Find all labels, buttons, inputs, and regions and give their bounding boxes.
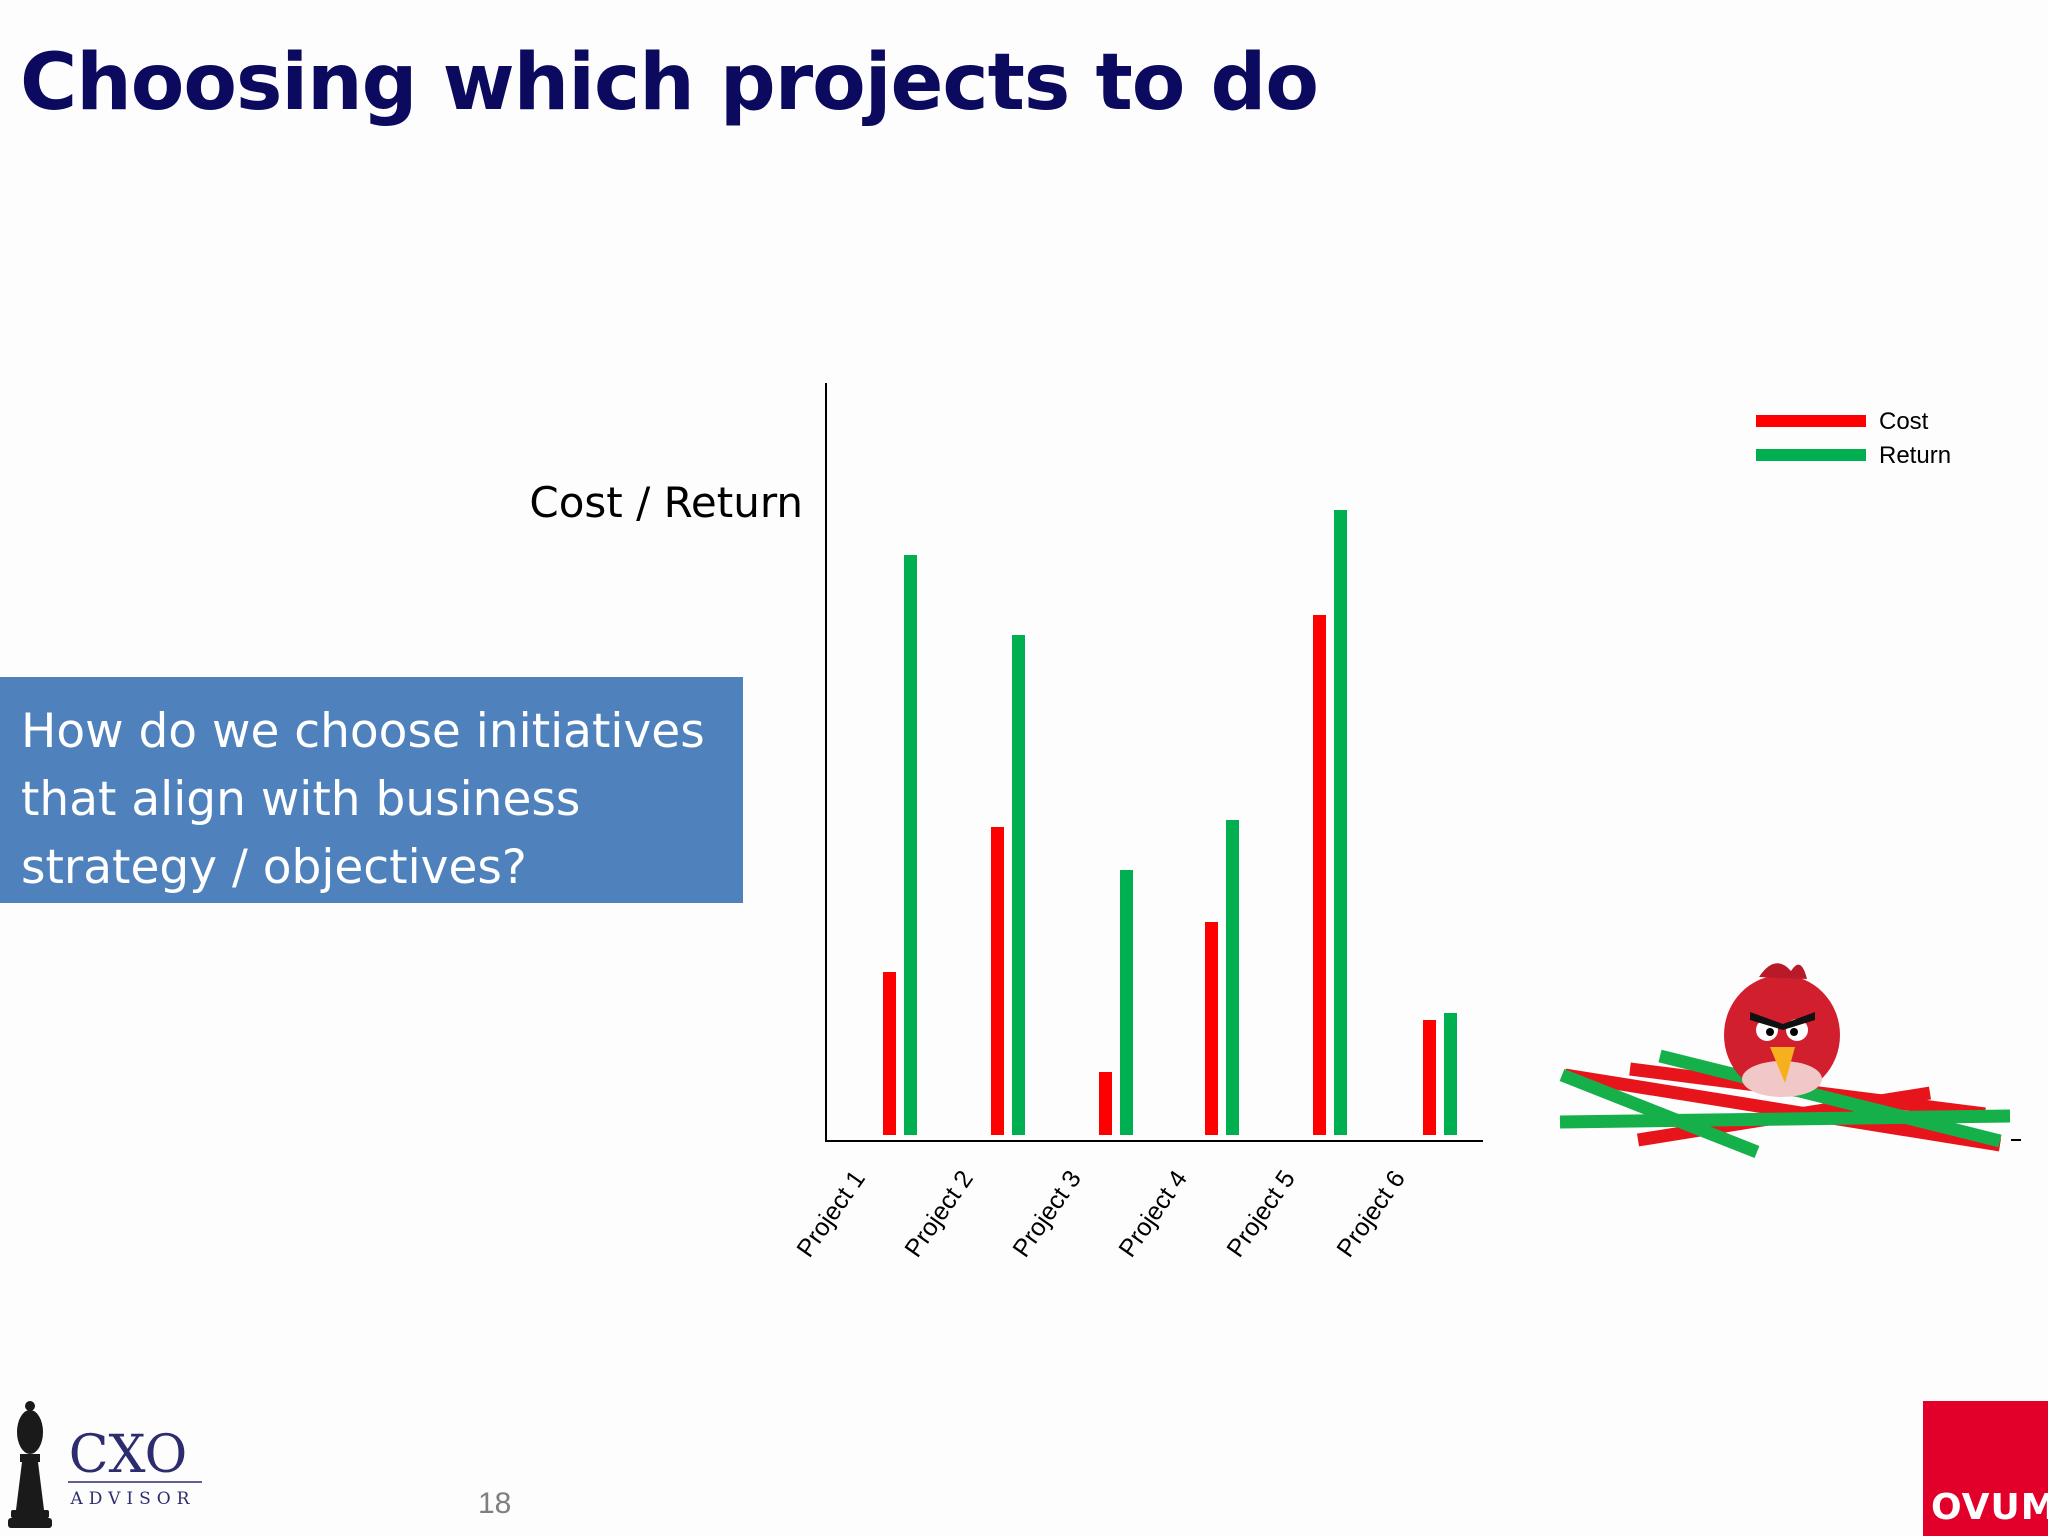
bar-return-1 — [904, 555, 917, 1135]
legend-label-return: Return — [1879, 442, 1951, 469]
legend-label-cost: Cost — [1879, 408, 1929, 435]
bar-return-3 — [1120, 870, 1133, 1135]
bar-return-2 — [1012, 635, 1025, 1135]
chess-bishop-icon — [8, 1401, 52, 1528]
x-tick-labels: Project 1 Project 2 Project 3 Project 4 Proj… — [791, 1165, 1411, 1262]
x-tick-label: Project 5 — [1221, 1165, 1301, 1262]
y-axis-label: Cost / Return — [529, 478, 803, 527]
x-tick-label: Project 2 — [899, 1165, 979, 1262]
x-tick-label: Project 4 — [1113, 1165, 1193, 1262]
bar-return-4 — [1226, 820, 1239, 1135]
legend: Cost Return — [1756, 408, 1951, 469]
x-tick-label: Project 1 — [791, 1165, 871, 1262]
legend-swatch-cost — [1756, 415, 1866, 427]
bar-return-6 — [1444, 1013, 1457, 1135]
bars-group — [883, 510, 1457, 1135]
callout-line: that align with business — [21, 772, 581, 827]
slide-title: Choosing which projects to do — [20, 38, 1319, 128]
callout-line: How do we choose initiatives — [21, 704, 705, 759]
cxo-advisor-logo: CXO ADVISOR — [8, 1401, 202, 1528]
bar-cost-2 — [991, 827, 1004, 1135]
ovum-logo: OVUM — [1923, 1401, 2048, 1536]
cxo-logo-text: CXO — [69, 1425, 188, 1485]
cxo-logo-subtext: ADVISOR — [70, 1489, 196, 1509]
bar-cost-1 — [883, 972, 896, 1135]
x-tick-label: Project 6 — [1331, 1165, 1411, 1262]
angry-bird-nest-illustration — [1559, 963, 2021, 1159]
page-number: 18 — [478, 1487, 512, 1520]
bar-return-5 — [1334, 510, 1347, 1135]
bar-cost-5 — [1313, 615, 1326, 1135]
bar-cost-3 — [1099, 1072, 1112, 1135]
legend-swatch-return — [1756, 449, 1866, 461]
ovum-logo-text: OVUM — [1931, 1487, 2048, 1528]
bar-cost-6 — [1423, 1020, 1436, 1135]
bar-cost-4 — [1205, 922, 1218, 1135]
callout-line: strategy / objectives? — [21, 840, 527, 895]
x-tick-label: Project 3 — [1007, 1165, 1087, 1262]
question-callout: How do we choose initiatives that align … — [0, 677, 743, 903]
